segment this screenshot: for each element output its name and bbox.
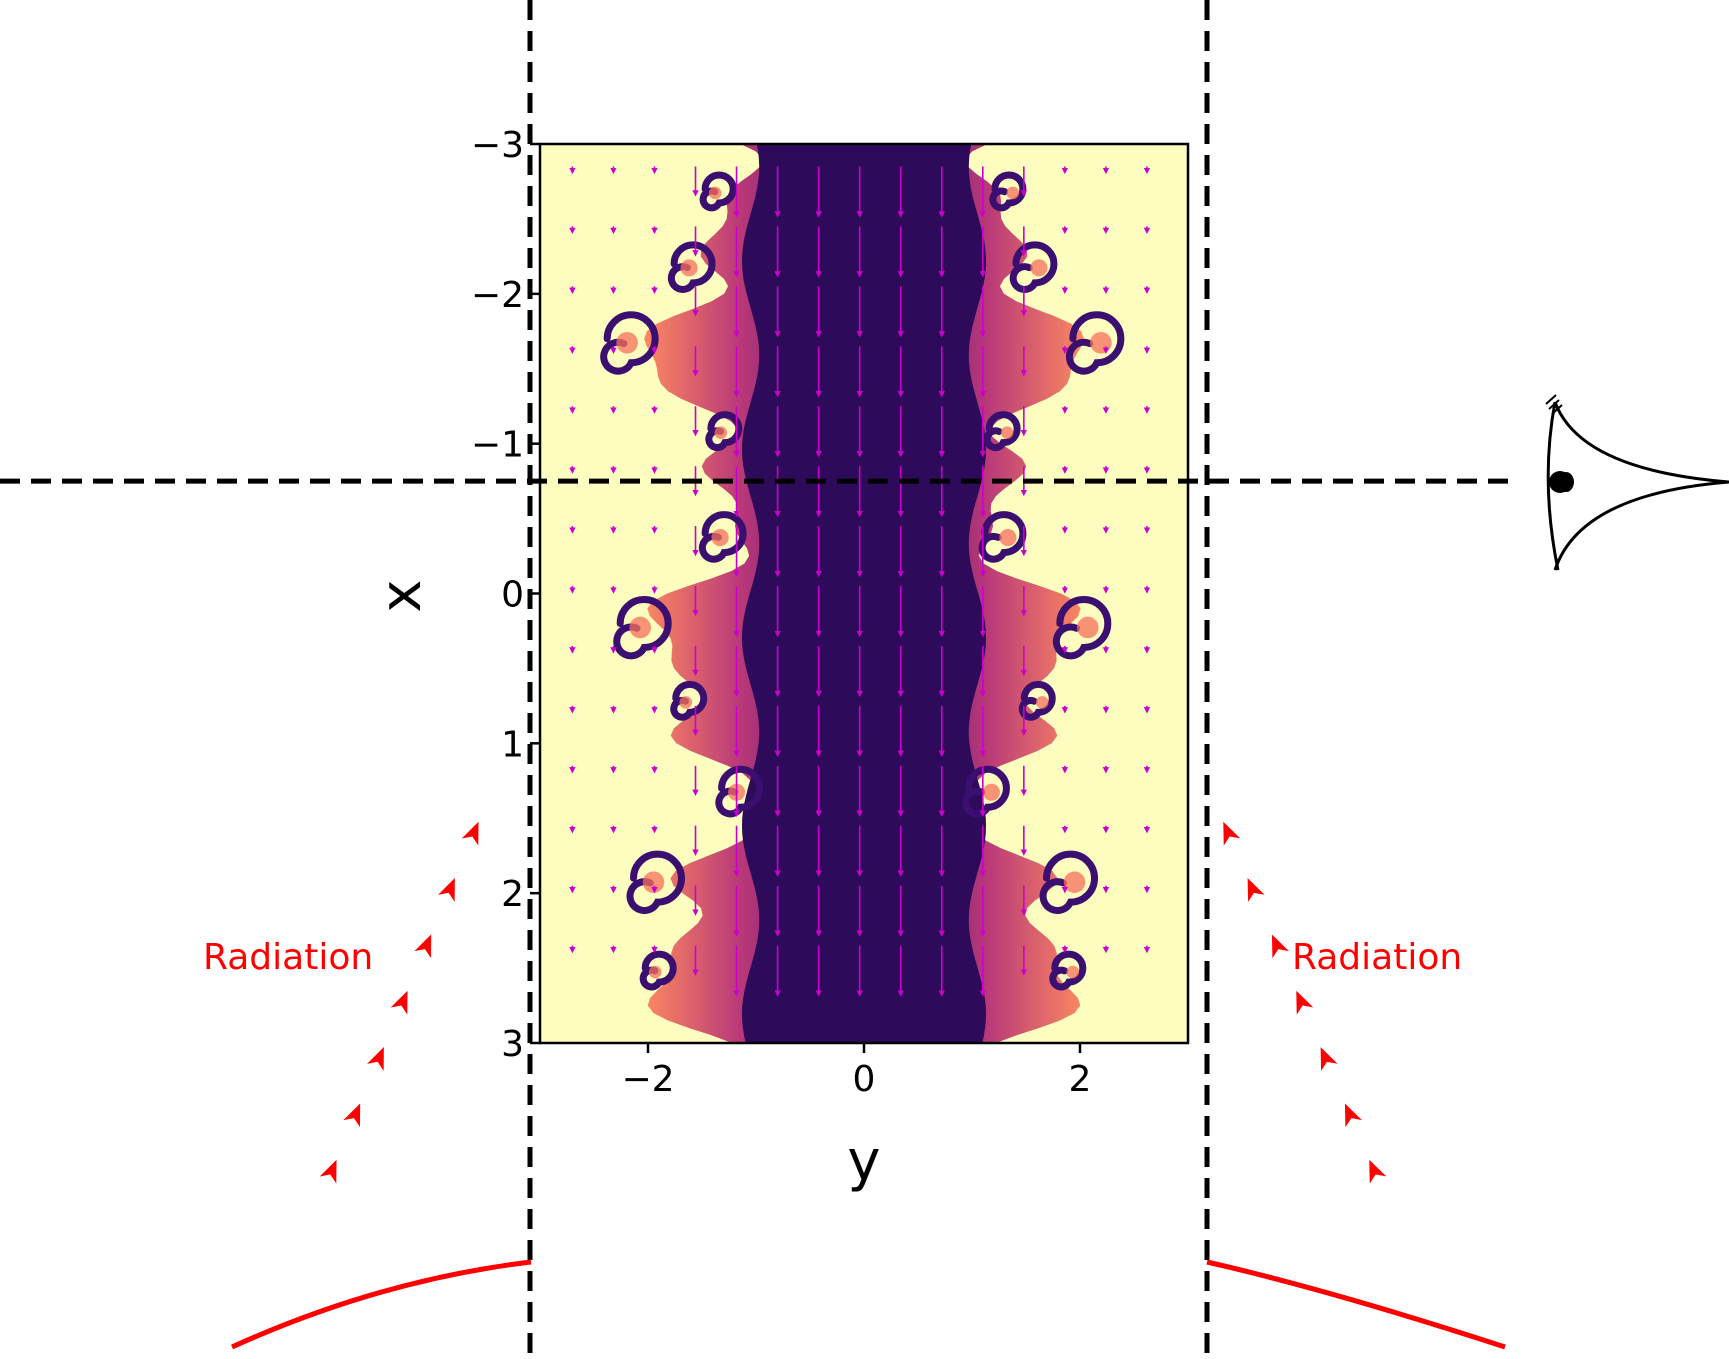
radiation-arrow <box>1247 878 1265 902</box>
vortex-curl <box>639 950 677 991</box>
vortex-hotspot <box>1006 186 1020 200</box>
x-tick-label: −2 <box>621 1059 674 1100</box>
vortex-hotspot <box>648 965 662 979</box>
y-tick-label: −3 <box>471 125 524 166</box>
plot-area <box>538 142 1190 1045</box>
radiation-label-left: Radiation <box>203 937 373 978</box>
vortex-curl <box>1018 680 1056 721</box>
radiation-source-left <box>230 1259 532 1350</box>
y-tick-label: −2 <box>471 275 524 316</box>
vortex-hotspot <box>1077 616 1099 639</box>
y-tick-label: −1 <box>471 425 524 466</box>
radiation-arrow <box>319 1159 337 1184</box>
vortex-hotspot <box>999 529 1017 547</box>
vortex-hotspot <box>629 616 651 639</box>
vortex-hotspot <box>1030 259 1048 277</box>
vortex-hotspot <box>680 259 698 277</box>
vortex-hotspot <box>1063 871 1086 893</box>
jet-core <box>742 144 986 1043</box>
vortex-curl <box>1052 596 1112 660</box>
vortex-hotspot <box>616 331 638 354</box>
radiation-label-right: Radiation <box>1292 937 1462 978</box>
vortex-hotspot <box>711 529 729 547</box>
y-tick-label: 3 <box>501 1024 524 1065</box>
radiation-arrow <box>1344 1103 1362 1128</box>
y-axis-label: x <box>369 579 434 612</box>
radiation-arrows-left <box>319 821 479 1184</box>
y-tick-label: 1 <box>501 724 524 765</box>
radiation-arrow <box>367 1047 384 1071</box>
vortex-hotspot <box>1066 965 1080 979</box>
y-tick-label: 2 <box>501 874 524 915</box>
x-axis-label: y <box>847 1129 880 1194</box>
radiation-arrow <box>438 878 455 902</box>
vortex-curl <box>1065 311 1125 375</box>
vortex-hotspot <box>679 696 693 709</box>
vortex-curl <box>626 850 685 914</box>
vortex-curl <box>1039 850 1098 914</box>
radiation-arrow <box>1369 1159 1387 1184</box>
vortex-curl <box>1009 241 1058 293</box>
radiation-arrow <box>461 821 479 846</box>
vortex-curl <box>699 171 737 212</box>
vortex-hotspot <box>708 186 722 200</box>
vortex-curl <box>698 511 747 563</box>
vortex-hotspot <box>1090 331 1112 354</box>
velocity-arrows <box>569 166 1151 997</box>
vortex-curl <box>705 411 743 452</box>
vortex-hotspot <box>982 783 1000 801</box>
radiation-arrow <box>343 1103 361 1128</box>
vortex-hotspot <box>1000 426 1014 439</box>
x-tick-label: 2 <box>1069 1059 1092 1100</box>
radiation-arrow <box>1320 1047 1338 1071</box>
eye-icon <box>1545 394 1729 571</box>
vortex-curl <box>670 680 708 721</box>
vortex-curl <box>613 596 672 660</box>
radiation-arrow <box>414 934 432 959</box>
radiation-arrow <box>1271 934 1289 959</box>
vortex-curl <box>983 411 1021 452</box>
vortex-curl <box>667 241 716 293</box>
vortex-curl <box>600 311 659 375</box>
y-tick-label: 0 <box>501 575 524 616</box>
vortex-hotspot <box>642 871 665 893</box>
radiation-arrows-right <box>1223 821 1387 1184</box>
radiation-source-right <box>1206 1259 1506 1350</box>
vortex-hotspot <box>714 426 728 439</box>
vortex-curl <box>1049 950 1087 991</box>
x-tick-label: 0 <box>853 1059 876 1100</box>
radiation-arrow <box>390 990 408 1015</box>
radiation-arrow <box>1223 821 1241 846</box>
vortex-hotspot <box>1035 696 1049 709</box>
radiation-arrow <box>1296 990 1314 1015</box>
vortex-curl <box>989 171 1027 212</box>
